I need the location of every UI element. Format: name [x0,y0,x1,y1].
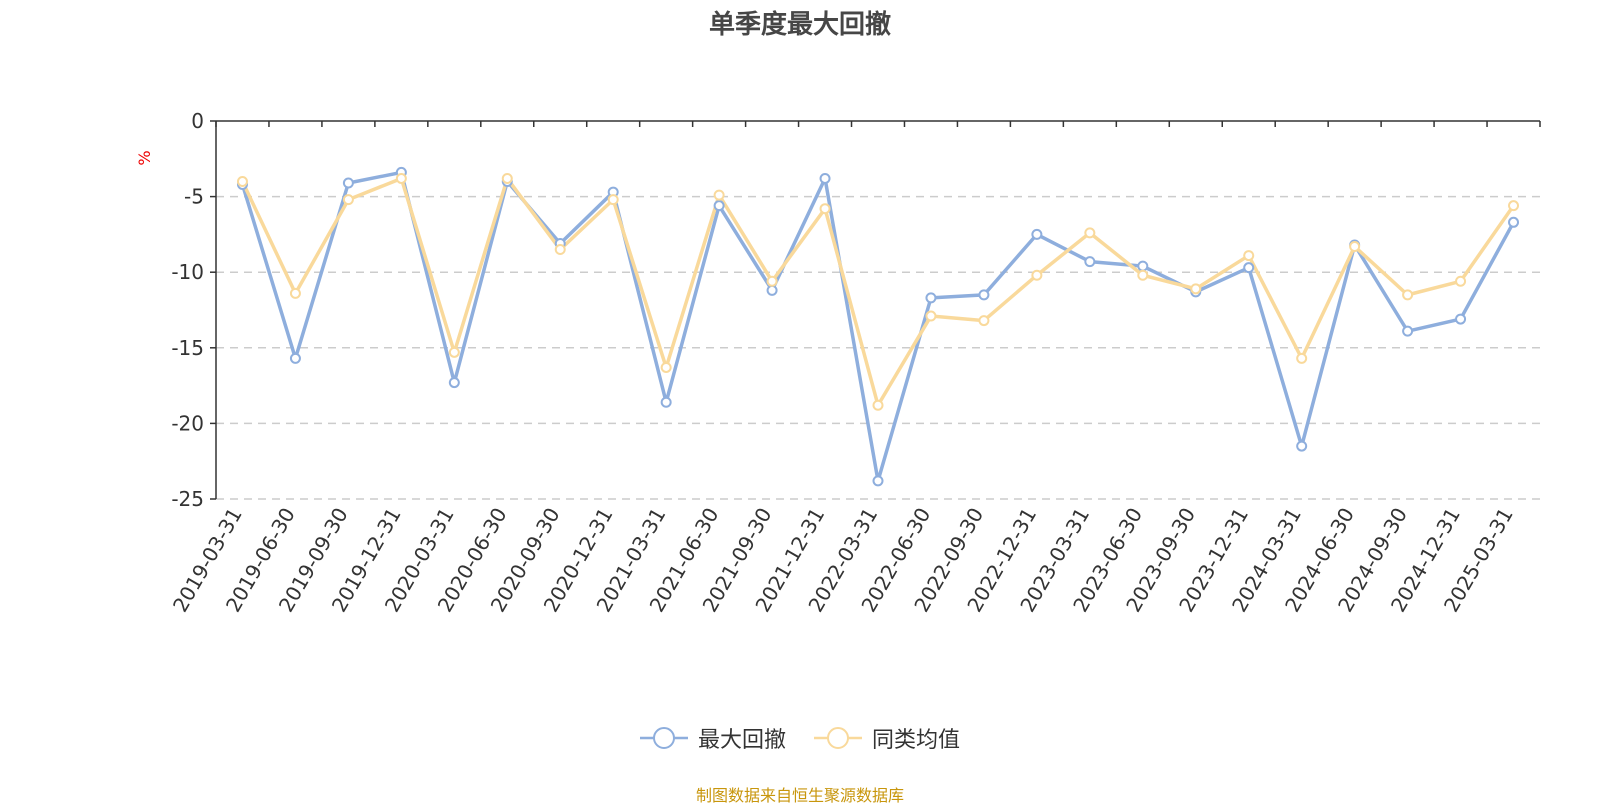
data-point-series-2 [1243,250,1255,262]
grid-lines [216,195,1540,500]
legend-item-series-1[interactable]: 最大回撤 [639,722,786,754]
data-point-series-2 [713,189,725,201]
y-tick-label: -20 [171,411,204,435]
data-point-series-2 [1296,352,1308,364]
data-point-series-2 [1402,289,1414,301]
data-point-series-2 [1508,200,1520,212]
data-point-series-2 [448,346,460,358]
y-tick-label: -5 [184,185,204,209]
data-point-series-1 [872,475,884,487]
data-point-series-1 [1402,325,1414,337]
data-point-series-1 [713,200,725,212]
data-point-series-2 [1190,283,1202,295]
data-point-series-2 [1455,275,1467,287]
legend-label: 同类均值 [872,728,961,753]
data-point-series-1 [1243,262,1255,274]
series [236,166,1520,487]
data-point-series-1 [289,352,301,364]
data-point-series-2 [289,287,301,299]
legend-marker-icon [639,727,688,749]
data-point-series-1 [1084,256,1096,268]
data-point-series-2 [1084,227,1096,239]
data-point-series-2 [342,194,354,206]
axes: 0-5-10-15-20-252019-03-312019-06-302019-… [168,109,1541,616]
data-point-series-2 [395,172,407,184]
data-point-series-1 [1296,440,1308,452]
y-tick-label: -10 [171,260,204,284]
legend: 最大回撤 同类均值 [0,722,1600,754]
source-note: 制图数据来自恒生聚源数据库 [695,786,904,805]
data-point-series-2 [1137,269,1149,281]
y-axis-label: % [135,150,154,165]
chart-title: 单季度最大回撤 [708,10,891,40]
data-point-series-1 [342,177,354,189]
data-point-series-2 [1349,240,1361,252]
y-tick-label: -15 [171,336,204,360]
data-point-series-1 [660,396,672,408]
data-point-series-2 [872,399,884,411]
data-point-series-2 [766,275,778,287]
data-point-series-1 [1031,228,1043,240]
data-point-series-1 [1508,216,1520,228]
legend-marker-icon [814,727,862,749]
data-point-series-2 [607,194,619,206]
data-point-series-2 [660,361,672,373]
data-point-series-1 [448,377,460,389]
data-point-series-2 [236,175,248,187]
legend-label: 最大回撤 [697,728,786,753]
data-point-series-1 [766,284,778,296]
data-point-series-2 [1031,269,1043,281]
data-point-series-1 [1137,260,1149,272]
series-line-1 [240,170,1516,483]
data-point-series-2 [554,244,566,256]
data-point-series-2 [925,310,937,322]
legend-item-series-2[interactable]: 同类均值 [814,722,960,754]
data-point-series-2 [501,172,513,184]
data-point-series-1 [819,172,831,184]
data-point-series-1 [925,292,937,304]
data-point-series-2 [819,203,831,215]
data-point-series-1 [978,289,990,301]
data-point-series-1 [1455,313,1467,325]
data-point-series-2 [978,315,990,327]
y-tick-label: 0 [191,109,204,133]
y-tick-label: -25 [171,487,204,511]
